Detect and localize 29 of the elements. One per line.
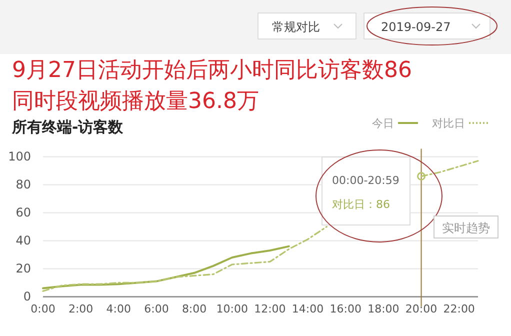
x-tick-label: 2:00: [68, 302, 94, 316]
y-tick-label: 100: [8, 150, 31, 164]
x-tick-label: 8:00: [182, 302, 207, 316]
x-tick-label: 22:00: [443, 302, 475, 316]
x-tick-label: 12:00: [254, 302, 286, 316]
x-tick-label: 0:00: [30, 302, 56, 316]
x-tick-label: 4:00: [106, 302, 132, 316]
annotation: 实时趋势: [442, 221, 490, 235]
y-tick-label: 80: [16, 178, 31, 192]
y-tick-label: 0: [23, 290, 31, 304]
y-tick-label: 40: [16, 234, 31, 248]
x-tick-label: 20:00: [405, 302, 438, 316]
legend-label: 对比日: [432, 117, 465, 130]
x-tick-label: 14:00: [292, 302, 324, 316]
text: 常规对比: [272, 20, 320, 34]
text: 所有终端-访客数: [11, 118, 124, 136]
line-series: [42, 245, 290, 290]
x-tick-label: 10:00: [216, 302, 248, 316]
text: 2019-09-27: [381, 20, 451, 34]
chart-title: 9月27日活动开始后两小时同比访客数86: [12, 58, 412, 83]
x-tick-label: 16:00: [330, 302, 362, 316]
legend-label: 今日: [372, 117, 394, 130]
y-tick-label: 60: [16, 206, 31, 220]
chart-subtitle: 同时段视频播放量36.8万: [12, 89, 259, 114]
x-tick-label: 18:00: [368, 302, 400, 316]
y-tick-label: 20: [16, 262, 31, 276]
annotation: 对比日：86: [332, 198, 390, 211]
x-tick-label: 6:00: [144, 302, 169, 316]
annotation: 00:00-20:59: [332, 174, 400, 187]
